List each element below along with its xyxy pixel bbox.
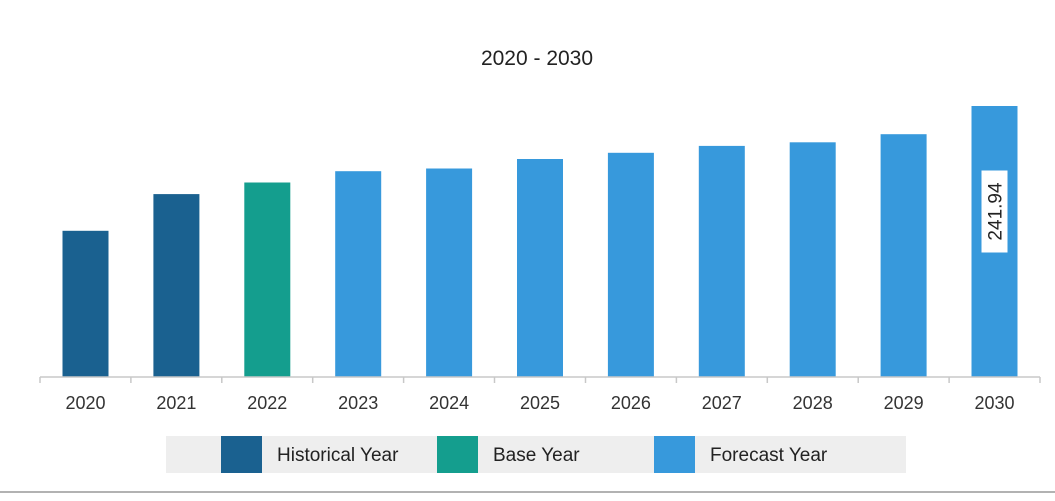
bar-2023 xyxy=(335,171,382,377)
bar-2020 xyxy=(62,230,109,377)
x-tick-label: 2021 xyxy=(156,393,196,413)
legend-item-base: Base Year xyxy=(437,436,580,473)
legend-swatch-forecast xyxy=(654,436,695,473)
x-tick-label: 2030 xyxy=(974,393,1014,413)
value-label-box xyxy=(981,170,1008,253)
bar-2022 xyxy=(244,182,291,377)
bar-2028 xyxy=(789,142,836,377)
bar-2025 xyxy=(517,159,563,377)
value-labels-group: 241.94 xyxy=(981,170,1008,253)
x-tick-label: 2023 xyxy=(338,393,378,413)
legend-background xyxy=(166,436,906,473)
x-tick-label: 2022 xyxy=(247,393,287,413)
value-label-text: 241.94 xyxy=(986,182,1007,241)
x-tick-label: 2025 xyxy=(520,393,560,413)
bar-2026 xyxy=(607,152,654,377)
legend: Historical Year Base Year Forecast Year xyxy=(221,436,828,473)
x-tick-labels-group: 2020 2021 2022 2023 2024 2025 2026 2027 2028 2029… xyxy=(65,393,1014,413)
x-tick-label: 2020 xyxy=(65,393,105,413)
legend-item-forecast: Forecast Year xyxy=(654,436,828,473)
value-label-2030: 241.94 xyxy=(981,170,1008,253)
bar-2021 xyxy=(153,194,200,377)
x-tick-label: 2029 xyxy=(884,393,924,413)
legend-swatch-historical xyxy=(221,436,262,473)
legend-label-historical: Historical Year xyxy=(277,445,399,466)
x-ticks-group xyxy=(39,377,1041,383)
bar-2029 xyxy=(880,134,927,377)
bars-group xyxy=(62,106,1018,377)
bar-2027 xyxy=(698,145,745,377)
chart-title: 2020 - 2030 xyxy=(481,47,593,70)
x-tick-label: 2027 xyxy=(702,393,742,413)
x-tick-label: 2024 xyxy=(429,393,469,413)
legend-swatch-base xyxy=(437,436,478,473)
legend-label-forecast: Forecast Year xyxy=(710,445,828,466)
x-tick-label: 2026 xyxy=(611,393,651,413)
legend-item-historical: Historical Year xyxy=(221,436,399,473)
x-tick-label: 2028 xyxy=(793,393,833,413)
bar-2024 xyxy=(426,168,473,377)
legend-label-base: Base Year xyxy=(493,445,580,466)
